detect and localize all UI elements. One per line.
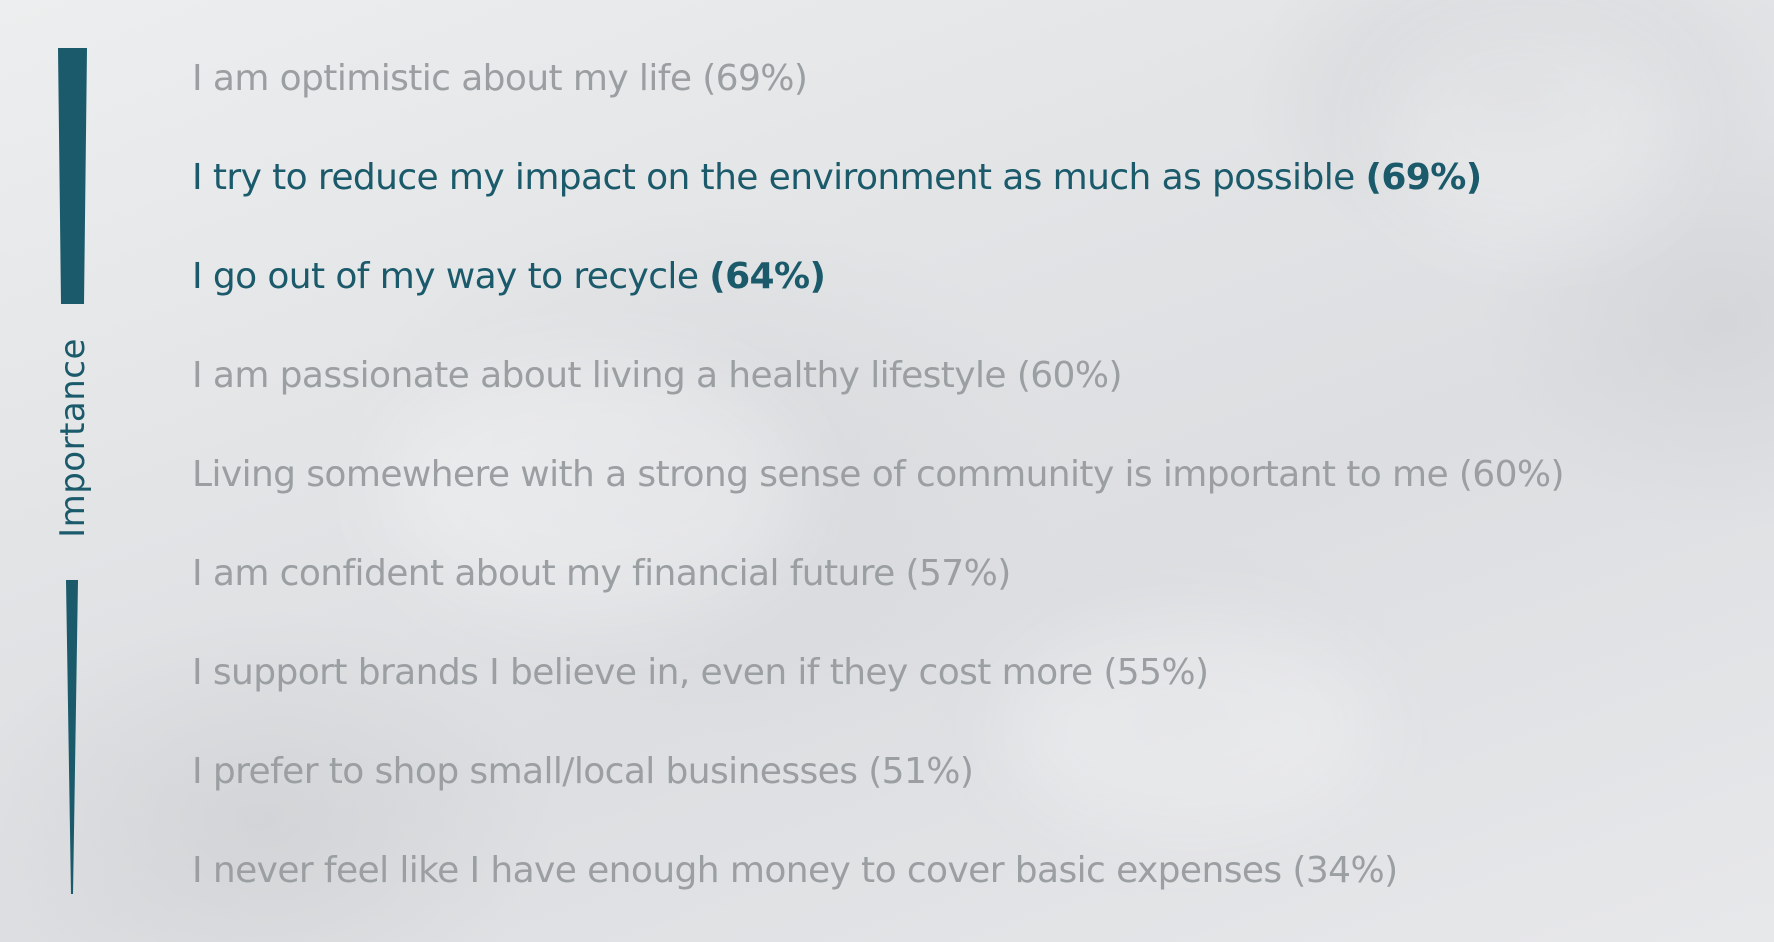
statement-item: I go out of my way to recycle (64%): [192, 246, 1752, 345]
statement-text: I try to reduce my impact on the environ…: [192, 157, 1355, 198]
statement-percent: (69%): [702, 58, 808, 99]
statement-item: I am confident about my financial future…: [192, 543, 1752, 642]
statement-item: I never feel like I have enough money to…: [192, 840, 1752, 939]
statement-percent: (51%): [868, 751, 974, 792]
statement-text: I never feel like I have enough money to…: [192, 850, 1282, 891]
statement-percent: (55%): [1103, 652, 1209, 693]
statement-item: I try to reduce my impact on the environ…: [192, 147, 1752, 246]
statement-text: I support brands I believe in, even if t…: [192, 652, 1093, 693]
importance-scale-lower-bar: [66, 580, 78, 894]
statement-percent: (60%): [1016, 355, 1123, 396]
background-blur-shape: [1000, 620, 1380, 840]
statement-text: I go out of my way to recycle: [192, 256, 699, 297]
statement-item: Living somewhere with a strong sense of …: [192, 444, 1752, 543]
statement-item: I am passionate about living a healthy l…: [192, 345, 1752, 444]
background-blur-shape: [380, 360, 800, 620]
importance-label: Importance: [53, 338, 93, 538]
statement-percent: (69%): [1365, 157, 1483, 198]
background-blur-shape: [1380, 20, 1680, 240]
statement-percent: (34%): [1292, 850, 1398, 891]
statement-text: I am confident about my financial future: [192, 553, 895, 594]
statement-percent: (60%): [1458, 454, 1565, 495]
statement-item: I support brands I believe in, even if t…: [192, 642, 1752, 741]
statement-percent: (57%): [905, 553, 1012, 594]
importance-scale-upper-bar: [58, 48, 87, 304]
importance-scale: [58, 48, 87, 894]
statement-item: I prefer to shop small/local businesses …: [192, 741, 1752, 840]
statement-text: I am passionate about living a healthy l…: [192, 355, 1007, 396]
statement-text: I prefer to shop small/local businesses: [192, 751, 858, 792]
statements-list: I am optimistic about my life (69%) I try…: [192, 48, 1752, 939]
statement-percent: (64%): [709, 256, 826, 297]
statement-text: I am optimistic about my life: [192, 58, 692, 99]
statement-item: I am optimistic about my life (69%): [192, 48, 1752, 147]
statement-text: Living somewhere with a strong sense of …: [192, 454, 1449, 495]
